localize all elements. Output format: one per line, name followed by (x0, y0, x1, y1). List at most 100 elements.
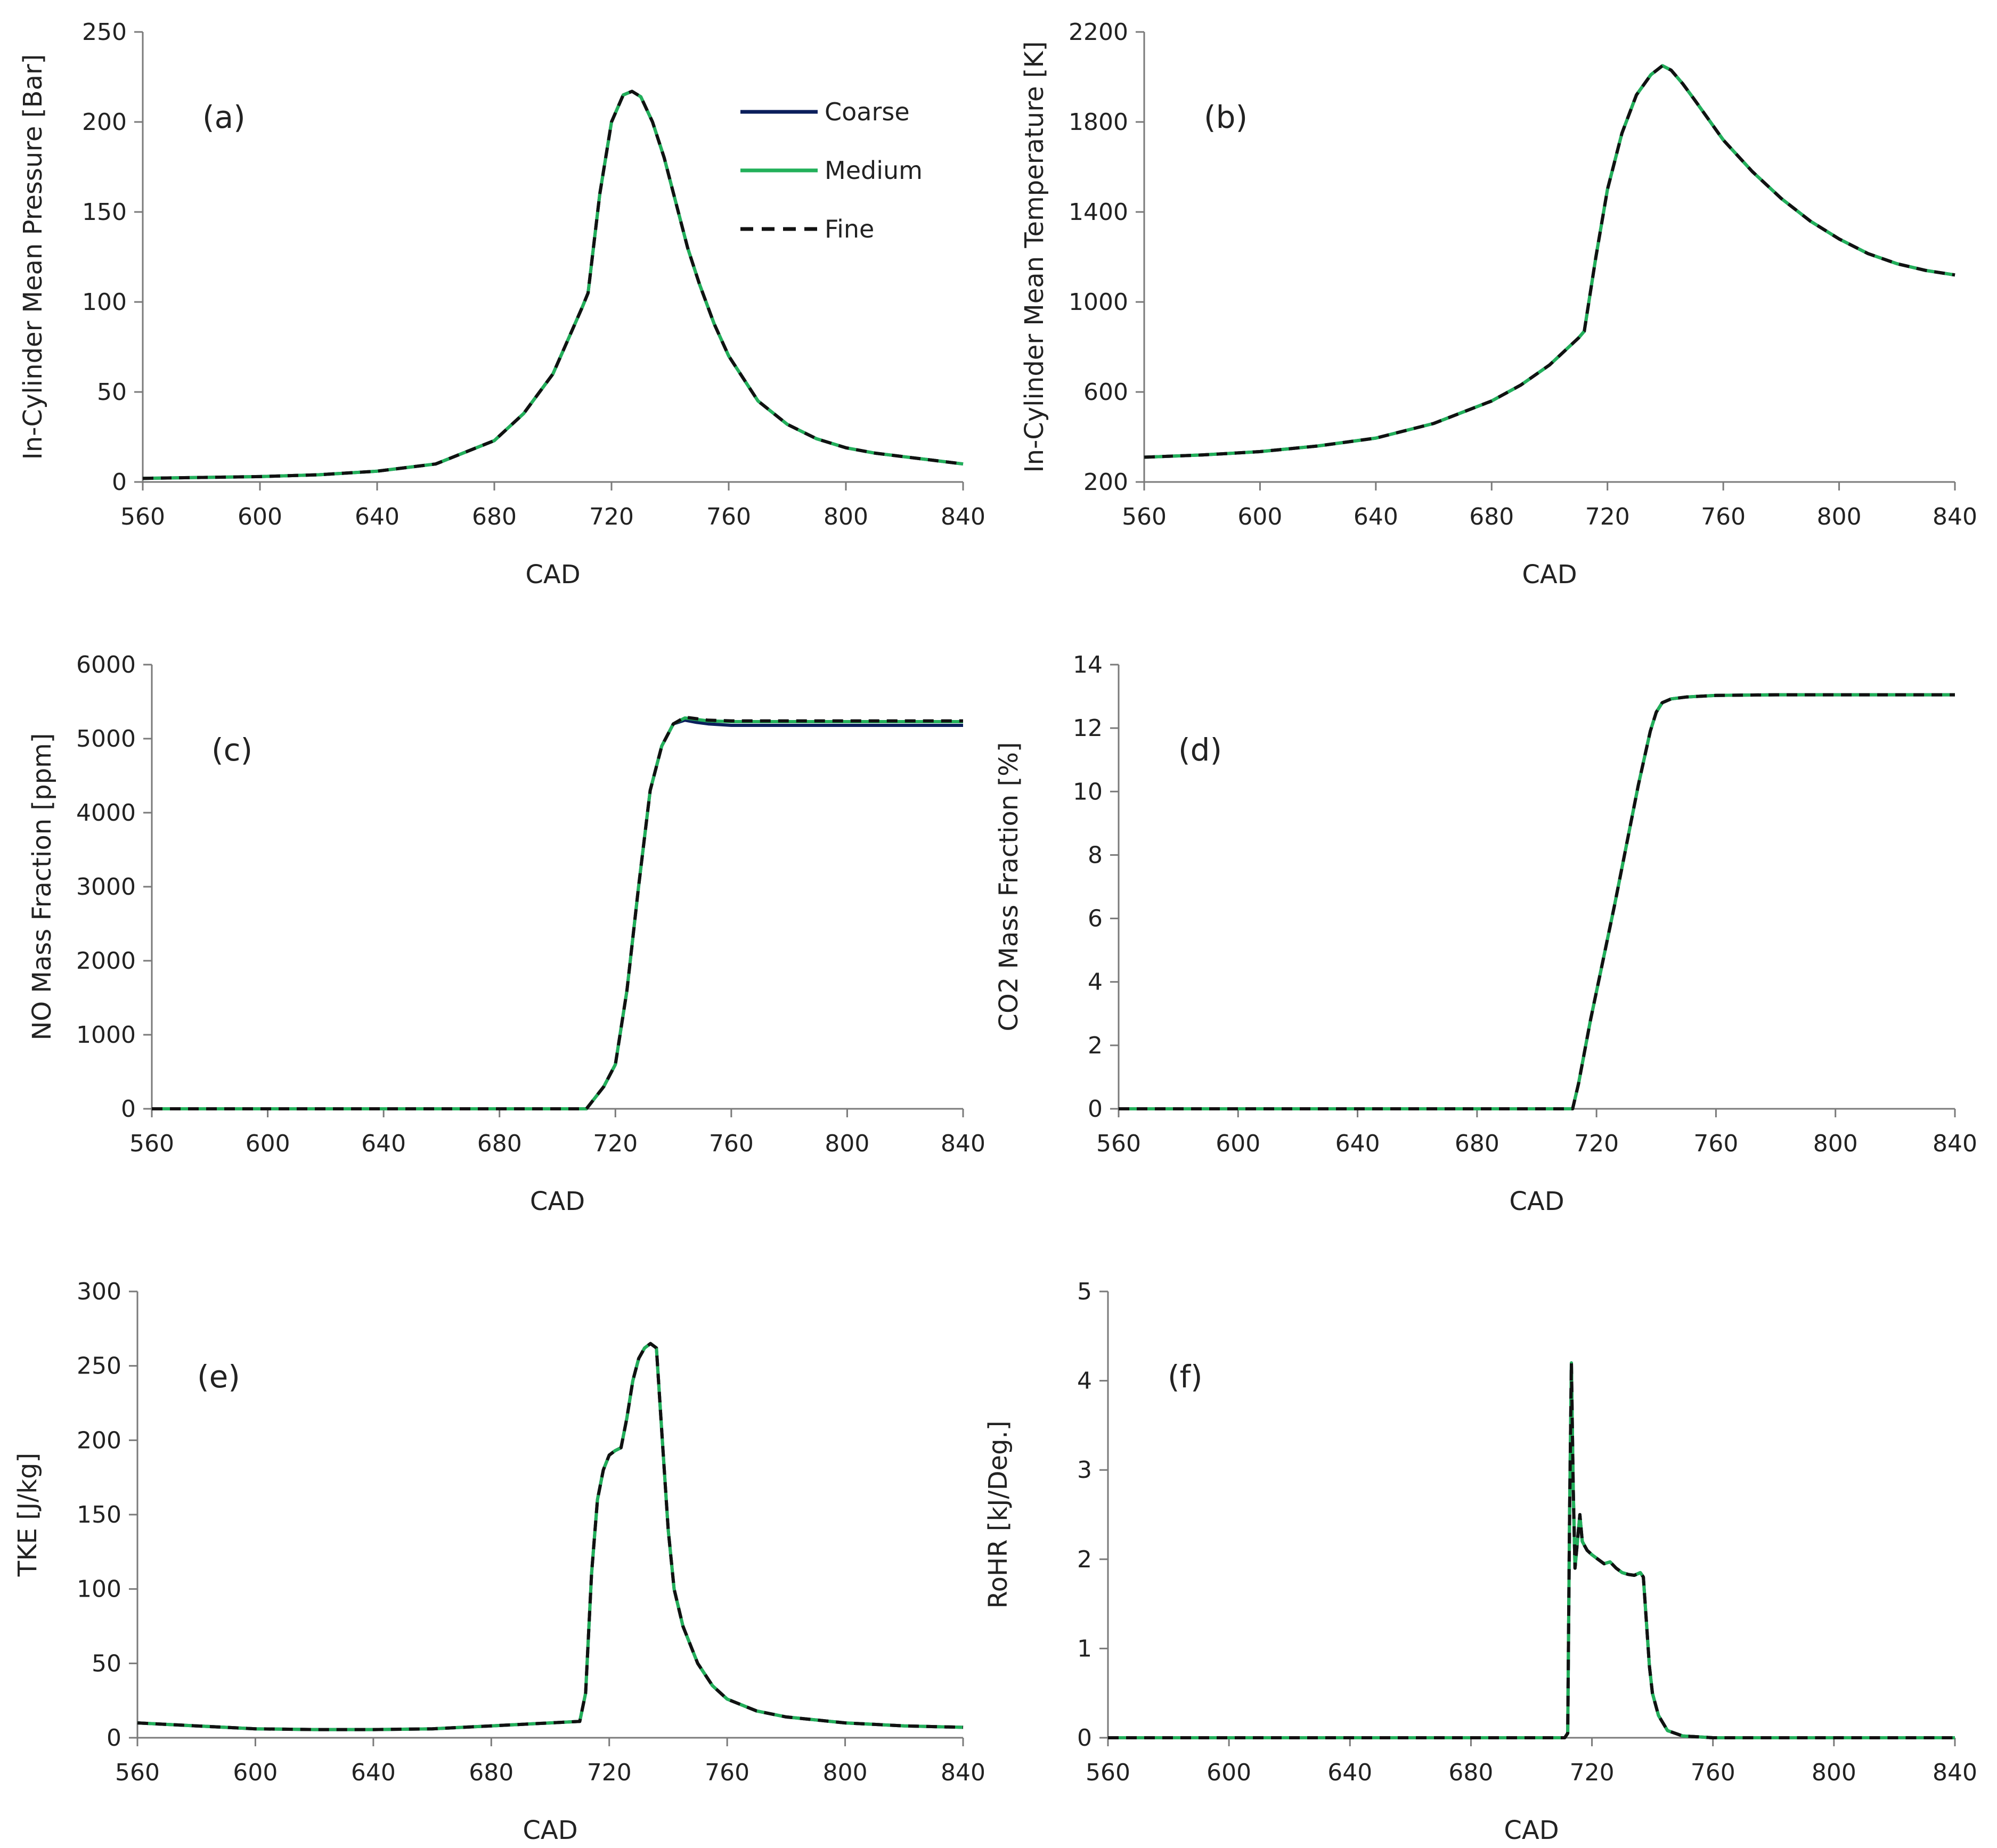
y-tick-label: 1000 (76, 1021, 136, 1049)
series-line-fine (137, 1342, 964, 1731)
y-tick-label: 0 (121, 1095, 136, 1123)
x-tick-label: 560 (1096, 1130, 1141, 1157)
legend-label-fine: Fine (825, 215, 874, 243)
chart-panel-e: 560 600 640 680 720 760 800 840 0 50 100 150 200 250 3… (13, 1278, 985, 1845)
y-tick-label: 4000 (76, 799, 136, 827)
y-tick-label: 200 (1083, 469, 1128, 496)
x-tick-label: 640 (1327, 1759, 1372, 1786)
y-tick-label: 0 (112, 469, 127, 496)
y-tick-label: 3 (1077, 1457, 1092, 1484)
y-tick-label: 150 (77, 1501, 121, 1528)
x-tick-label: 560 (1122, 503, 1167, 530)
x-tick-label: 680 (477, 1130, 522, 1157)
series-line-fine (142, 89, 964, 480)
panel-label: (e) (197, 1359, 240, 1395)
y-tick-label: 150 (82, 199, 127, 226)
x-tick-label: 680 (1448, 1759, 1493, 1786)
x-tick-label: 720 (1574, 1130, 1619, 1157)
x-tick-label: 640 (1354, 503, 1398, 530)
x-tick-label: 840 (941, 1759, 985, 1786)
series-line-medium (1144, 64, 1955, 459)
y-tick-label: 4 (1077, 1368, 1092, 1395)
y-tick-label: 600 (1083, 379, 1128, 406)
x-tick-label: 840 (1933, 503, 1977, 530)
x-tick-label: 760 (1693, 1130, 1738, 1157)
y-axis-title: NO Mass Fraction [ppm] (27, 733, 57, 1040)
x-axis-title: CAD (1522, 560, 1577, 590)
series-line-coarse (142, 89, 964, 480)
series-line-coarse (1108, 1361, 1955, 1739)
y-tick-label: 300 (77, 1278, 121, 1305)
y-tick-label: 8 (1088, 841, 1103, 869)
y-tick-label: 50 (92, 1650, 121, 1677)
panel-label: (f) (1168, 1359, 1203, 1395)
x-tick-label: 760 (706, 503, 751, 530)
series-line-fine (1119, 693, 1955, 1110)
y-tick-label: 5000 (76, 725, 136, 753)
panel-label: (a) (202, 99, 246, 135)
x-axis-title: CAD (523, 1816, 577, 1845)
chart-panel-b: 560 600 640 680 720 760 800 840 200 600 1000 1400 18… (1020, 19, 1977, 590)
y-axis-title: In-Cylinder Mean Temperature [K] (1020, 41, 1049, 472)
y-tick-label: 4 (1088, 969, 1103, 996)
chart-panel-c: 560 600 640 680 720 760 800 840 0 1000 2000 3000 400… (27, 651, 985, 1216)
x-tick-label: 600 (1237, 503, 1282, 530)
y-axis-title: RoHR [kJ/Deg.] (983, 1420, 1013, 1608)
legend: Coarse Medium Fine (740, 97, 923, 243)
series-line-fine (1144, 64, 1955, 459)
x-tick-label: 840 (1933, 1759, 1977, 1786)
series-line-coarse (137, 1342, 964, 1731)
y-tick-label: 2 (1077, 1546, 1092, 1573)
x-tick-label: 800 (825, 1130, 869, 1157)
x-tick-label: 720 (593, 1130, 638, 1157)
series-line-medium (1108, 1361, 1955, 1739)
panel-label: (c) (211, 732, 252, 768)
y-tick-label: 6000 (76, 651, 136, 678)
series-line-medium (137, 1342, 964, 1731)
x-axis-title: CAD (525, 560, 580, 590)
x-tick-label: 680 (1469, 503, 1514, 530)
x-tick-label: 600 (1216, 1130, 1260, 1157)
legend-label-coarse: Coarse (825, 97, 910, 126)
y-tick-label: 100 (77, 1576, 121, 1603)
x-axis-title: CAD (1509, 1187, 1564, 1216)
y-tick-label: 0 (1088, 1095, 1103, 1123)
panel-label: (d) (1178, 732, 1222, 768)
x-tick-label: 800 (1813, 1130, 1858, 1157)
x-tick-label: 720 (1570, 1759, 1615, 1786)
x-tick-label: 560 (120, 503, 165, 530)
panel-label: (b) (1204, 99, 1248, 135)
x-tick-label: 600 (246, 1130, 290, 1157)
x-tick-label: 640 (361, 1130, 406, 1157)
y-tick-label: 2000 (76, 947, 136, 975)
x-tick-label: 640 (355, 503, 400, 530)
x-tick-label: 800 (824, 503, 868, 530)
y-axis-title: TKE [J/kg] (13, 1453, 43, 1577)
x-tick-label: 760 (709, 1130, 754, 1157)
y-tick-label: 5 (1077, 1278, 1092, 1305)
y-tick-label: 50 (97, 379, 127, 406)
x-tick-label: 840 (941, 503, 985, 530)
y-axis-title: CO2 Mass Fraction [%] (994, 742, 1024, 1031)
y-tick-label: 250 (77, 1353, 121, 1380)
x-tick-label: 560 (1086, 1759, 1130, 1786)
x-tick-label: 800 (823, 1759, 868, 1786)
x-tick-label: 680 (472, 503, 517, 530)
y-tick-label: 200 (77, 1427, 121, 1454)
x-tick-label: 680 (1455, 1130, 1499, 1157)
x-tick-label: 600 (238, 503, 282, 530)
y-tick-label: 1 (1077, 1635, 1092, 1662)
y-tick-label: 0 (107, 1724, 121, 1752)
chart-panel-d: 560 600 640 680 720 760 800 840 0 2 4 6 8 10 12 14 CAD CO… (994, 651, 1977, 1216)
x-tick-label: 840 (1933, 1130, 1977, 1157)
x-axis-title: CAD (1504, 1816, 1559, 1845)
y-tick-label: 0 (1077, 1724, 1092, 1752)
y-tick-label: 2200 (1069, 19, 1128, 46)
y-tick-label: 1000 (1069, 289, 1128, 316)
series-line-medium (142, 89, 964, 480)
y-tick-label: 1800 (1069, 109, 1128, 136)
chart-panel-a: 560 600 640 680 720 760 800 840 0 50 100 150 200 250 C… (18, 19, 985, 590)
series-line-fine (1108, 1361, 1955, 1739)
y-tick-label: 250 (82, 19, 127, 46)
series-line-medium (1119, 693, 1955, 1110)
